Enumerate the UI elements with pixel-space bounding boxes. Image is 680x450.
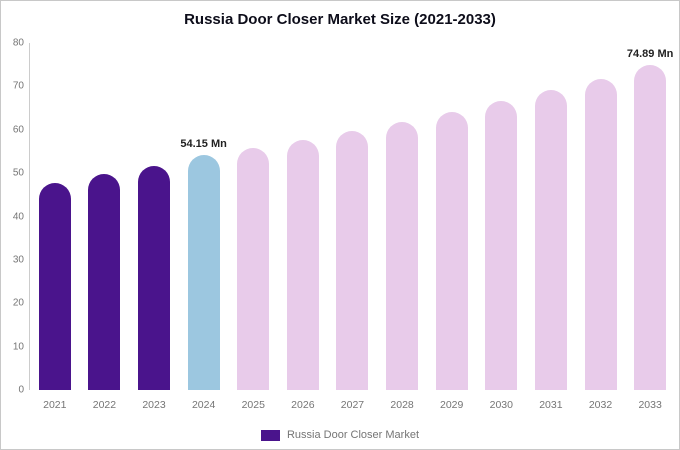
plot-area: 2021 2022 2023 54.15 Mn 2024 2025 2026 2027 2028… bbox=[29, 43, 675, 411]
bar-2021 bbox=[38, 183, 71, 390]
bar-column-2023: 2023 bbox=[129, 43, 179, 411]
y-tick-label: 10 bbox=[12, 341, 24, 353]
bar-column-2021: 2021 bbox=[30, 43, 80, 411]
bar-column-2026: 2026 bbox=[278, 43, 328, 411]
x-axis-label-2030: 2030 bbox=[489, 399, 513, 411]
y-axis: 0 10 20 30 40 50 60 70 80 bbox=[1, 38, 27, 396]
bar-2028 bbox=[386, 121, 419, 390]
bar-column-2024: 54.15 Mn 2024 bbox=[179, 43, 229, 411]
bar-column-2033: 74.89 Mn 2033 bbox=[625, 43, 675, 411]
legend-label: Russia Door Closer Market bbox=[286, 429, 420, 441]
bar-2030 bbox=[485, 101, 518, 390]
x-axis-label-2027: 2027 bbox=[340, 399, 365, 411]
bar-2032 bbox=[584, 78, 617, 390]
bar-column-2025: 2025 bbox=[228, 43, 278, 411]
bar-2022 bbox=[88, 173, 121, 390]
bar-column-2030: 2030 bbox=[476, 43, 526, 411]
y-tick-label: 50 bbox=[12, 167, 24, 179]
y-tick-label: 40 bbox=[12, 211, 24, 222]
bar-2031 bbox=[534, 90, 567, 390]
bar-column-2027: 2027 bbox=[328, 43, 378, 411]
bar-column-2022: 2022 bbox=[80, 43, 130, 411]
bar-2026 bbox=[286, 140, 319, 390]
chart-title: Russia Door Closer Market Size (2021-203… bbox=[184, 11, 496, 28]
bar-column-2032: 2032 bbox=[576, 43, 626, 411]
bar-2025 bbox=[237, 148, 270, 390]
y-tick-label: 20 bbox=[12, 297, 24, 309]
x-axis-label-2033: 2033 bbox=[638, 399, 662, 411]
x-axis-label-2029: 2029 bbox=[440, 399, 464, 411]
x-axis-label-2025: 2025 bbox=[241, 399, 265, 411]
data-label-2024: 54.15 Mn bbox=[180, 138, 227, 151]
legend-swatch bbox=[260, 429, 280, 441]
bar-2024 bbox=[187, 155, 220, 390]
y-tick-label: 30 bbox=[12, 254, 24, 266]
x-axis-label-2023: 2023 bbox=[142, 399, 166, 411]
y-tick-label: 0 bbox=[18, 384, 24, 396]
bar-2033 bbox=[634, 65, 667, 390]
y-tick-label: 80 bbox=[12, 37, 24, 49]
bar-column-2028: 2028 bbox=[377, 43, 427, 411]
x-axis-label-2032: 2032 bbox=[588, 399, 613, 411]
x-axis-label-2028: 2028 bbox=[390, 399, 414, 411]
bar-column-2031: 2031 bbox=[526, 43, 576, 411]
bar-2027 bbox=[336, 131, 369, 390]
bar-2029 bbox=[435, 111, 468, 390]
x-axis-label-2031: 2031 bbox=[539, 399, 563, 411]
x-axis-label-2024: 2024 bbox=[191, 399, 216, 411]
y-tick-label: 70 bbox=[12, 80, 24, 92]
data-label-2033: 74.89 Mn bbox=[626, 48, 674, 61]
x-axis-label-2026: 2026 bbox=[291, 399, 315, 411]
y-tick-label: 60 bbox=[12, 124, 24, 136]
bar-column-2029: 2029 bbox=[427, 43, 477, 411]
x-axis-label-2022: 2022 bbox=[92, 399, 117, 411]
bar-2023 bbox=[138, 165, 171, 390]
x-axis-label-2021: 2021 bbox=[43, 399, 67, 411]
legend: Russia Door Closer Market bbox=[1, 429, 679, 441]
